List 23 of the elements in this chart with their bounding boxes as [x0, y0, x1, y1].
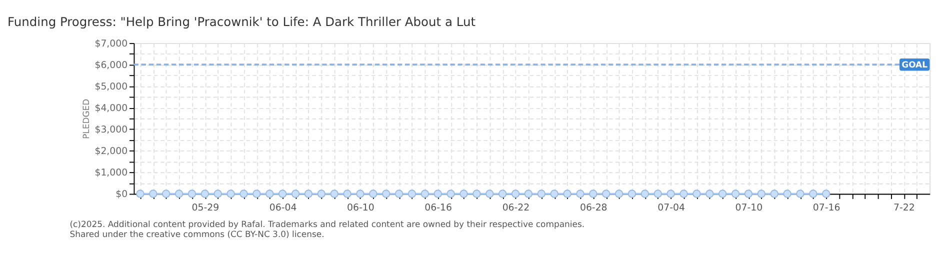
text: Shared under the creative commons (CC BY-NC 3.0) license. — [70, 229, 324, 240]
y-tick-label: $7,000 — [94, 38, 128, 50]
x-tick-label: 06-04 — [269, 202, 297, 214]
y-tick-label: $1,000 — [94, 168, 128, 179]
y-axis-title: PLEDGED — [81, 98, 92, 139]
x-tick-label: 07-04 — [658, 202, 685, 214]
x-tick-label: 07-16 — [812, 202, 840, 214]
x-tick-label: 06-16 — [424, 202, 452, 214]
ref-line-label: GOAL — [902, 59, 928, 70]
x-tick-label: 06-10 — [347, 202, 374, 214]
y-tick-label: $5,000 — [94, 81, 128, 92]
x-tick-label: 05-29 — [192, 202, 220, 214]
y-tick-label: $4,000 — [94, 102, 128, 114]
text: (c)2025. Additional content provided by Rafal. Trademarks and related content are owned by their respective companies. — [70, 218, 585, 229]
x-tick-label: 06-22 — [502, 202, 530, 214]
y-tick-label: $6,000 — [94, 60, 128, 71]
x-tick-label: 06-28 — [580, 202, 608, 214]
y-tick-label: $0 — [116, 189, 128, 200]
x-tick-label: 07-10 — [735, 202, 763, 214]
y-tick-label: $3,000 — [94, 124, 128, 136]
y-tick-label: $2,000 — [94, 146, 128, 158]
x-tick-label: 7-22 — [894, 202, 915, 214]
chart-title: Funding Progress: "Help Bring 'Pracownik' to Life: A Dark Thriller About a Lut — [8, 15, 476, 30]
